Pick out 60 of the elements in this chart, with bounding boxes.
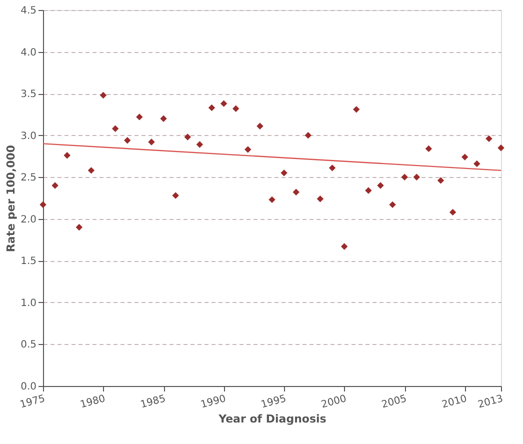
x-tick-label: 2010	[440, 394, 468, 411]
point	[340, 243, 348, 250]
point	[377, 182, 384, 189]
point	[425, 145, 432, 152]
x-tick-label: 1985	[139, 394, 167, 411]
point	[160, 115, 167, 122]
point	[365, 187, 372, 194]
point	[136, 114, 143, 120]
y-tick-label: 0.5	[20, 340, 36, 351]
x-tick-label: 2005	[380, 394, 408, 411]
x-tick-label: 1975	[18, 394, 46, 411]
point	[353, 106, 360, 113]
y-tick-label: 1.5	[20, 256, 36, 268]
point	[88, 167, 95, 174]
point	[232, 105, 240, 112]
y-tick-label: 4.5	[20, 6, 36, 16]
point	[256, 122, 264, 130]
y-tick-label: 2.5	[20, 172, 36, 184]
x-tick-label: 1995	[260, 394, 288, 411]
point	[208, 104, 216, 112]
y-tick-label: 3.5	[20, 89, 36, 100]
y-tick-label: 0.0	[20, 382, 36, 392]
point	[316, 195, 324, 202]
x-tick-label: 1980	[79, 394, 107, 411]
point	[184, 134, 191, 140]
point	[461, 154, 468, 160]
x-axis-title: Year of Diagnosis	[218, 412, 327, 426]
point	[244, 146, 252, 153]
point	[437, 177, 444, 184]
y-tick-label: 3.0	[20, 130, 36, 142]
point	[100, 92, 107, 99]
point	[220, 100, 228, 107]
x-tick-label: 2000	[320, 394, 348, 411]
x-tick-label: 2013	[476, 394, 504, 411]
y-tick-label: 2.0	[20, 214, 36, 226]
point	[280, 170, 288, 176]
point	[292, 188, 300, 196]
point	[172, 192, 179, 199]
point	[196, 141, 204, 148]
y-tick-label: 4.0	[20, 47, 36, 58]
point	[328, 164, 336, 172]
point	[76, 224, 83, 231]
point	[304, 132, 312, 139]
point	[401, 174, 408, 180]
point	[486, 135, 492, 142]
x-tick-label: 1990	[200, 394, 228, 411]
point	[498, 144, 504, 152]
point	[389, 201, 396, 208]
y-tick-label: 1.0	[20, 298, 36, 309]
point	[413, 174, 420, 180]
point	[64, 152, 70, 159]
point	[40, 201, 46, 208]
point	[474, 160, 480, 168]
point	[449, 208, 456, 216]
point	[124, 136, 131, 144]
point	[268, 196, 276, 204]
point	[52, 182, 58, 189]
point	[148, 138, 155, 146]
point	[112, 125, 119, 132]
y-axis-title: Rate per 100,000	[4, 144, 18, 252]
